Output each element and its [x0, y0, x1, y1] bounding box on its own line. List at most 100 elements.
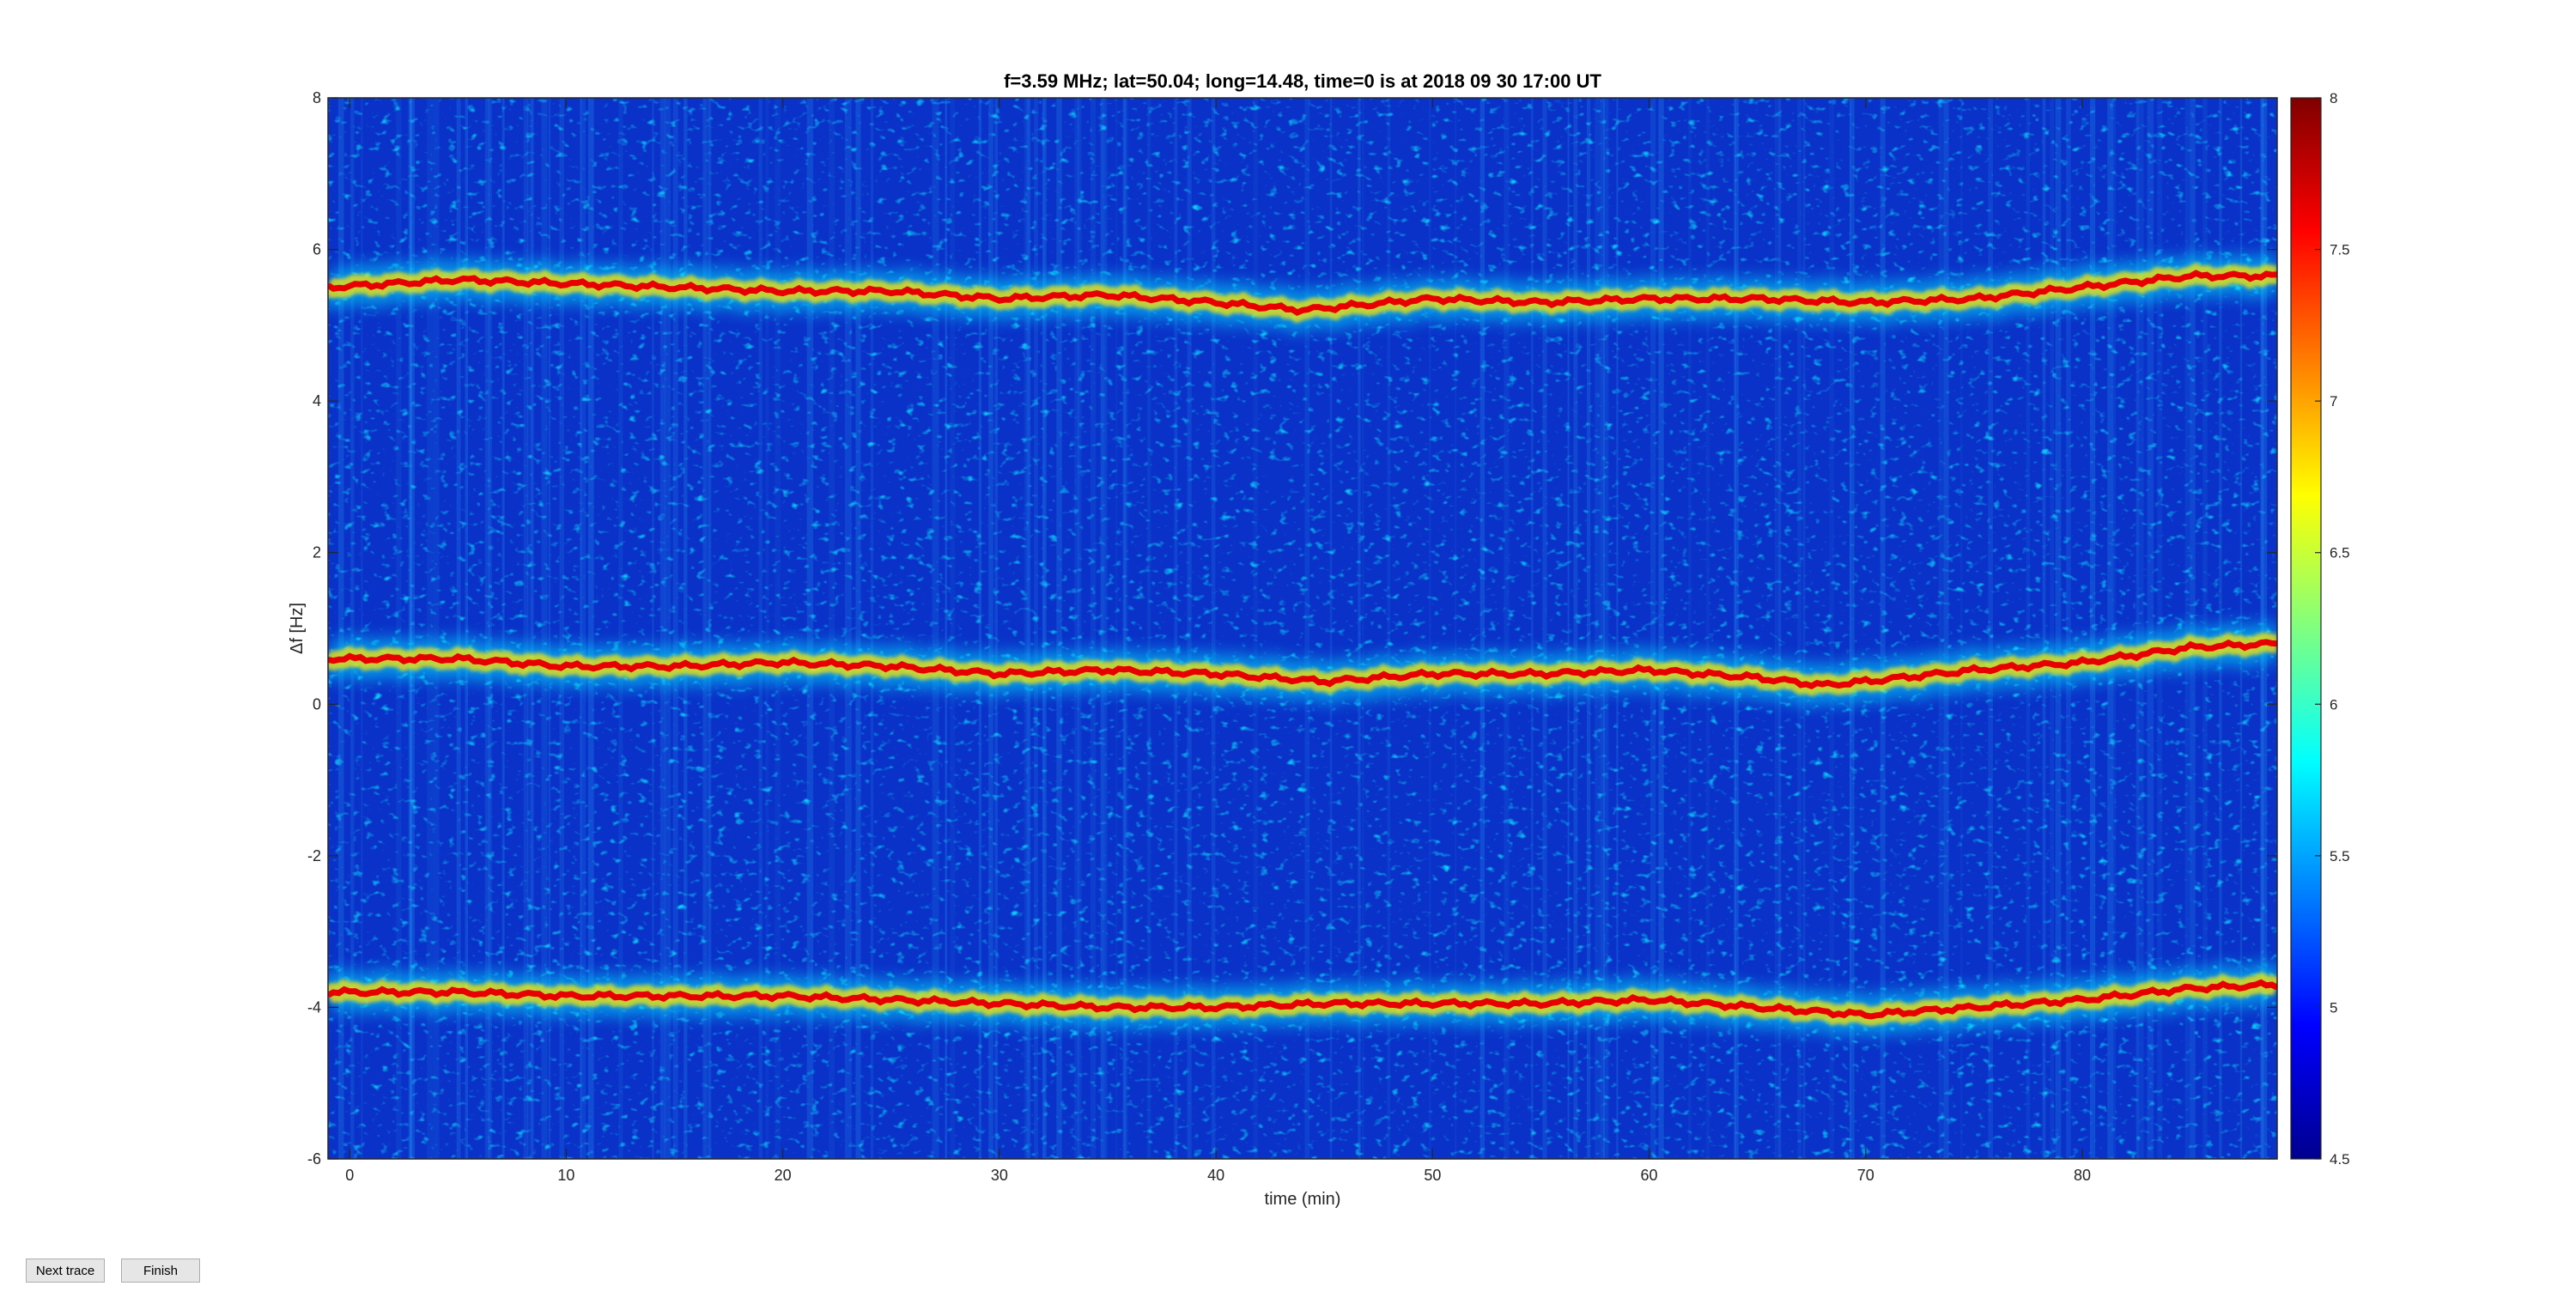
streak — [2157, 98, 2163, 1159]
streak — [1362, 98, 1364, 1159]
streak — [337, 98, 344, 1159]
streak — [1358, 98, 1361, 1159]
streak — [427, 98, 434, 1159]
colorbar — [2290, 97, 2322, 1160]
streak — [1121, 98, 1129, 1159]
streak — [765, 98, 769, 1159]
streak — [806, 98, 814, 1159]
streak — [350, 98, 355, 1159]
streak — [409, 98, 412, 1159]
streak — [683, 98, 688, 1159]
streak — [523, 98, 529, 1159]
streak — [1429, 98, 1431, 1159]
streak — [410, 98, 415, 1159]
trace-line — [328, 979, 2277, 1020]
streak — [1304, 98, 1310, 1159]
streak — [1211, 98, 1216, 1159]
streak — [408, 98, 411, 1159]
streak — [1616, 98, 1619, 1159]
streak — [652, 98, 654, 1159]
streak — [1187, 98, 1192, 1159]
streak — [410, 98, 412, 1159]
streak — [829, 98, 835, 1159]
streak — [1103, 98, 1108, 1159]
streak — [1387, 98, 1391, 1159]
streak — [1688, 98, 1692, 1159]
colorbar-tick-label: 8 — [2330, 90, 2337, 106]
streak — [1802, 98, 1806, 1159]
streak — [1567, 98, 1570, 1159]
streak — [1329, 98, 1333, 1159]
streak — [1797, 98, 1802, 1159]
streak — [1034, 98, 1038, 1159]
streak — [1123, 98, 1127, 1159]
streak — [501, 98, 505, 1159]
streak — [2136, 98, 2139, 1159]
streak — [1504, 98, 1510, 1159]
streak — [1603, 98, 1609, 1159]
streak — [1530, 98, 1534, 1159]
streak — [484, 98, 490, 1159]
streak — [1479, 98, 1485, 1159]
y-tick-label: 8 — [313, 89, 321, 106]
streak — [2066, 98, 2071, 1159]
streak — [1733, 98, 1737, 1159]
y-tick-label: -6 — [307, 1150, 321, 1168]
streak — [2113, 98, 2117, 1159]
streak — [1775, 98, 1777, 1159]
streak — [1943, 98, 1949, 1159]
streak — [708, 98, 712, 1159]
x-tick-label: 50 — [1424, 1167, 1441, 1184]
streak — [1658, 98, 1664, 1159]
y-axis-label: Δf [Hz] — [288, 603, 307, 654]
trace-line — [328, 639, 2277, 690]
streak — [1024, 98, 1030, 1159]
streak — [978, 98, 982, 1159]
streak — [1601, 98, 1606, 1159]
streak — [659, 98, 665, 1159]
streak — [988, 98, 993, 1159]
streak — [932, 98, 939, 1159]
colorbar-tick-label: 5.5 — [2330, 848, 2350, 864]
y-tick-label: -2 — [307, 847, 321, 864]
x-tick-label: 70 — [1857, 1167, 1874, 1184]
x-tick-label: 10 — [557, 1167, 574, 1184]
streak — [702, 98, 708, 1159]
streak — [580, 98, 582, 1159]
colorbar-ticks: 8 7.5 7 6.5 6 5.5 5 4.5 — [2315, 90, 2350, 1168]
streak — [527, 98, 532, 1159]
streak — [1115, 98, 1118, 1159]
colorbar-tick-label: 7 — [2330, 393, 2337, 409]
finish-button[interactable]: Finish — [121, 1259, 200, 1283]
streak — [1850, 98, 1855, 1159]
streak — [434, 98, 440, 1159]
streak — [1829, 98, 1835, 1159]
streak — [855, 98, 861, 1159]
streak — [1042, 98, 1046, 1159]
streak — [1705, 98, 1710, 1159]
streak — [1988, 98, 1993, 1159]
streak — [1056, 98, 1062, 1159]
colorbar-tick-label: 4.5 — [2330, 1151, 2350, 1168]
streak — [2026, 98, 2031, 1159]
next-trace-button[interactable]: Next trace — [26, 1259, 105, 1283]
streak — [950, 98, 956, 1159]
streak — [1147, 98, 1151, 1159]
streak — [1090, 98, 1097, 1159]
streak — [1455, 98, 1457, 1159]
y-tick-label: 4 — [313, 392, 321, 409]
streak — [1042, 98, 1048, 1159]
y-tick-label: -4 — [307, 998, 321, 1016]
streak — [396, 98, 402, 1159]
streak — [1253, 98, 1258, 1159]
y-axis: -6 -4 -2 0 2 4 6 8 — [307, 89, 2277, 1168]
streak — [1595, 98, 1601, 1159]
streak — [1100, 98, 1105, 1159]
streak — [580, 98, 586, 1159]
x-axis: 0 10 20 30 40 50 60 70 80 — [345, 98, 2091, 1184]
chart-title: f=3.59 MHz; lat=50.04; long=14.48, time=… — [1004, 70, 1601, 92]
x-tick-label: 80 — [2074, 1167, 2091, 1184]
x-axis-label: time (min) — [1265, 1190, 1341, 1209]
streak — [2147, 98, 2154, 1159]
streak — [488, 98, 492, 1159]
